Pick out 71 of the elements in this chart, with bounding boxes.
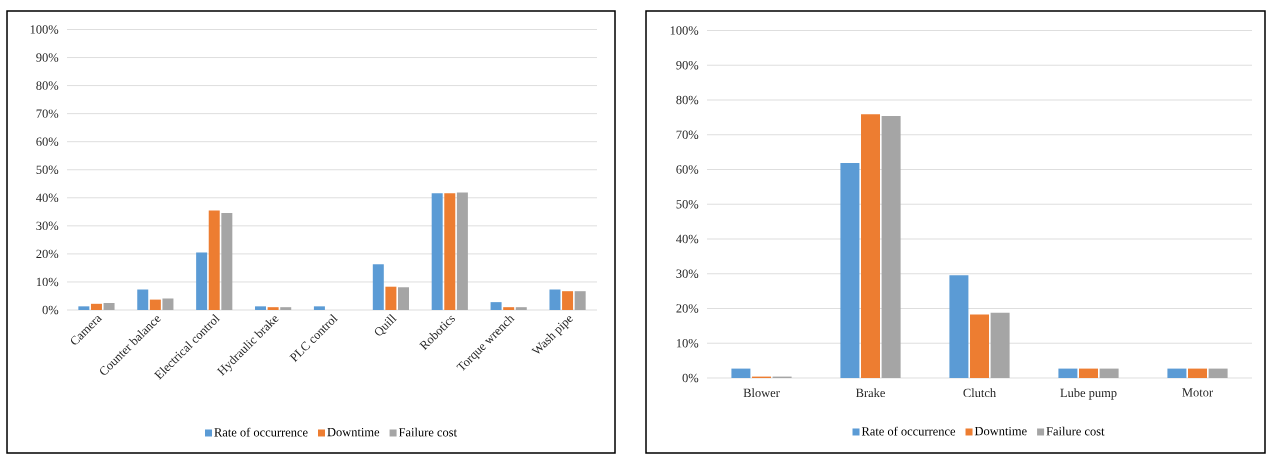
y-tick-label: 20%	[36, 249, 59, 259]
legend-label: Downtime	[327, 427, 380, 437]
bar	[78, 306, 90, 310]
bar	[456, 192, 468, 310]
y-tick-label: 100%	[670, 26, 699, 35]
bar	[280, 307, 292, 310]
bar	[1079, 368, 1099, 378]
x-tick-label: Brake	[856, 388, 885, 398]
bar	[313, 306, 325, 310]
bar	[90, 303, 102, 310]
bar	[1208, 368, 1228, 378]
x-tick-label: Clutch	[963, 388, 996, 398]
bar	[372, 264, 384, 310]
y-tick-label: 50%	[36, 165, 59, 174]
y-tick-label: 90%	[676, 61, 699, 70]
bar	[562, 291, 574, 310]
bar	[267, 307, 279, 310]
legend-label: Rate of occurrence	[861, 426, 956, 436]
bar	[840, 162, 860, 378]
bar	[1099, 368, 1119, 378]
legend-label: Downtime	[974, 426, 1027, 436]
y-tick-label: 30%	[676, 269, 699, 278]
y-tick-label: 0%	[682, 373, 699, 383]
y-tick-label: 60%	[676, 165, 699, 174]
y-tick-label: 10%	[676, 339, 699, 348]
bar	[549, 289, 561, 310]
y-tick-label: 80%	[36, 81, 59, 90]
bar	[861, 114, 881, 378]
y-tick-label: 70%	[676, 130, 699, 139]
y-tick-label: 40%	[36, 193, 59, 203]
y-tick-label: 40%	[676, 234, 699, 244]
legend-label: Rate of occurrence	[214, 427, 308, 437]
bar	[208, 210, 220, 310]
bar	[444, 193, 456, 310]
bar	[881, 115, 901, 378]
bar	[149, 299, 161, 310]
bar	[990, 312, 1010, 378]
bar	[137, 289, 149, 310]
y-tick-label: 100%	[30, 25, 59, 34]
bar	[731, 368, 751, 378]
x-tick-label: Blower	[743, 388, 780, 398]
bar	[1188, 368, 1208, 378]
y-tick-label: 10%	[36, 277, 59, 287]
bar	[385, 286, 397, 310]
y-tick-label: 50%	[676, 200, 699, 209]
bar	[196, 252, 208, 310]
bar	[1058, 368, 1078, 378]
bar	[574, 291, 586, 310]
bar	[503, 307, 515, 310]
bar	[1167, 368, 1187, 378]
bar	[431, 193, 443, 310]
bar	[490, 302, 502, 310]
y-tick-label: 30%	[36, 221, 59, 231]
x-tick-label: Motor	[1182, 388, 1213, 397]
y-tick-label: 0%	[42, 305, 59, 315]
bar	[398, 287, 409, 310]
bar	[949, 275, 969, 378]
bar	[515, 307, 527, 310]
legend-label: Failure cost	[398, 427, 457, 437]
y-tick-label: 20%	[676, 304, 699, 313]
bar	[103, 302, 115, 310]
bar	[162, 298, 174, 310]
y-tick-label: 90%	[36, 53, 59, 62]
x-tick-label: Lube pump	[1060, 388, 1117, 400]
y-tick-label: 80%	[676, 95, 699, 105]
y-tick-label: 60%	[36, 137, 59, 146]
bar	[255, 306, 267, 310]
bar	[221, 212, 233, 310]
y-tick-label: 70%	[36, 109, 59, 118]
legend-label: Failure cost	[1046, 426, 1105, 436]
bar	[970, 314, 990, 378]
